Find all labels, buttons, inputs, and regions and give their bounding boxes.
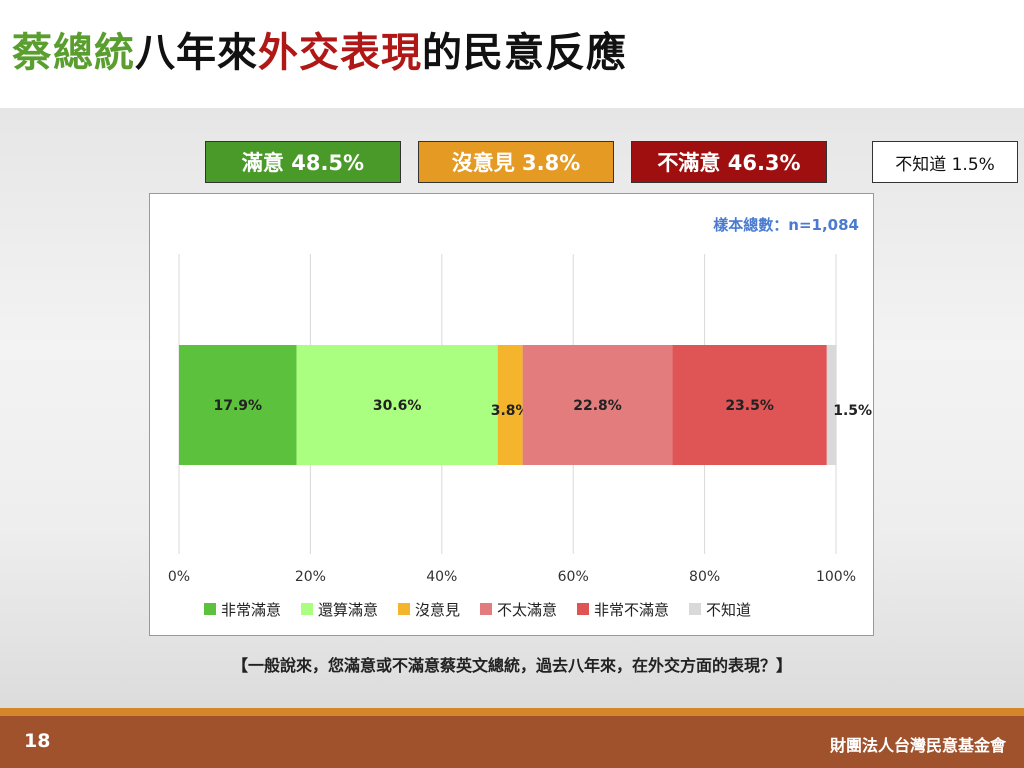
legend-swatch xyxy=(689,603,701,615)
title-segment-1: 蔡總統 xyxy=(12,30,135,76)
data-label: 1.5% xyxy=(833,403,872,419)
legend-swatch xyxy=(398,603,410,615)
data-label: 30.6% xyxy=(373,398,422,414)
bar-segment xyxy=(826,345,837,465)
organization-name: 財團法人台灣民意基金會 xyxy=(829,736,1006,755)
title-segment-4: 的民意反應 xyxy=(422,30,627,76)
legend-swatch xyxy=(301,603,313,615)
legend: 非常滿意 還算滿意 沒意見 不太滿意 非常不滿意 不知道 xyxy=(204,601,751,619)
footer-stripe xyxy=(0,708,1024,716)
bar-segment xyxy=(672,345,827,465)
footer-bar: 18 財團法人台灣民意基金會 xyxy=(0,716,1024,768)
summary-no-opinion: 沒意見 3.8% xyxy=(418,141,614,183)
legend-label: 沒意見 xyxy=(415,601,460,619)
legend-label: 還算滿意 xyxy=(318,601,378,619)
summary-dissatisfied: 不滿意 46.3% xyxy=(631,141,827,183)
summary-dont-know: 不知道 1.5% xyxy=(872,141,1018,183)
bar-segment xyxy=(179,345,297,465)
chart-panel: 樣本總數：n=1,084 0% 20% 40% 60% 80% 100% 17.9% 30.6… xyxy=(149,193,874,636)
bar-segment xyxy=(522,345,673,465)
x-tick-label: 40% xyxy=(426,569,457,585)
legend-swatch xyxy=(577,603,589,615)
stacked-bar-chart: 0% 20% 40% 60% 80% 100% 17.9% 30.6% 3.8% 22.8% 23.… xyxy=(168,254,872,619)
bar-segment xyxy=(296,345,498,465)
legend-label: 非常不滿意 xyxy=(594,601,669,619)
summary-satisfied: 滿意 48.5% xyxy=(205,141,401,183)
data-label: 23.5% xyxy=(725,398,774,414)
legend-label: 不太滿意 xyxy=(497,601,557,619)
x-tick-label: 0% xyxy=(168,569,190,585)
legend-swatch xyxy=(204,603,216,615)
legend-swatch xyxy=(480,603,492,615)
page-title: 蔡總統八年來外交表現的民意反應 xyxy=(12,20,627,78)
data-label: 17.9% xyxy=(214,398,263,414)
title-segment-3: 外交表現 xyxy=(258,30,422,76)
legend-label: 不知道 xyxy=(706,601,751,619)
x-tick-label: 20% xyxy=(295,569,326,585)
x-tick-label: 80% xyxy=(689,569,720,585)
data-label: 22.8% xyxy=(573,398,622,414)
legend-label: 非常滿意 xyxy=(221,601,281,619)
x-tick-label: 100% xyxy=(816,569,856,585)
sample-size-note: 樣本總數：n=1,084 xyxy=(713,216,859,234)
survey-question: 【一般說來，您滿意或不滿意蔡英文總統，過去八年來，在外交方面的表現？】 xyxy=(231,656,792,675)
x-tick-label: 60% xyxy=(558,569,589,585)
page-number: 18 xyxy=(24,730,51,752)
title-segment-2: 八年來 xyxy=(135,30,258,76)
data-label: 3.8% xyxy=(491,403,530,419)
bar-segment xyxy=(497,345,523,465)
